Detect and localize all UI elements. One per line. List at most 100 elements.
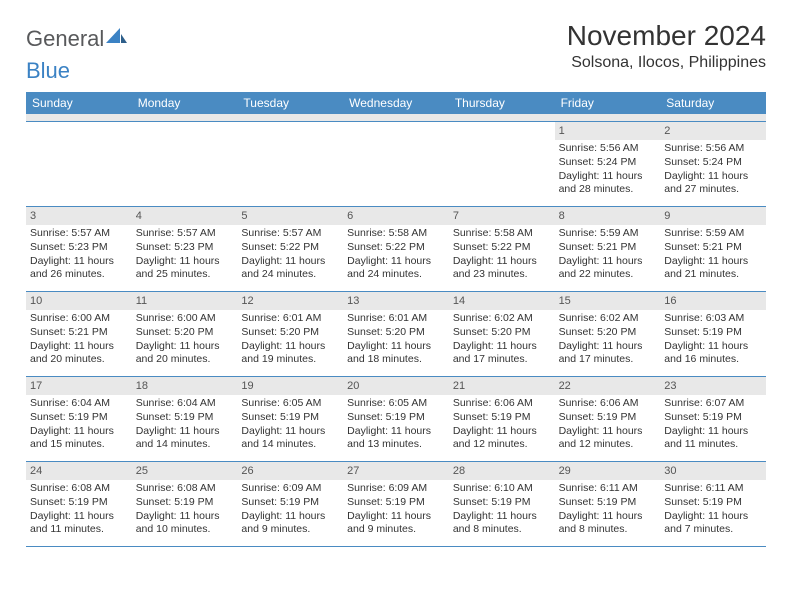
- sunset-line: Sunset: 5:19 PM: [136, 411, 234, 425]
- daylight-line: Daylight: 11 hours and 18 minutes.: [347, 340, 445, 367]
- daylight-line: Daylight: 11 hours and 11 minutes.: [30, 510, 128, 537]
- sunrise-line: Sunrise: 5:58 AM: [347, 227, 445, 241]
- sunset-line: Sunset: 5:22 PM: [347, 241, 445, 255]
- sunset-line: Sunset: 5:19 PM: [136, 496, 234, 510]
- weekday-sunday: Sunday: [26, 92, 132, 114]
- sunrise-line: Sunrise: 5:58 AM: [453, 227, 551, 241]
- day-number: 25: [132, 462, 238, 480]
- daylight-line: Daylight: 11 hours and 10 minutes.: [136, 510, 234, 537]
- sunrise-line: Sunrise: 6:06 AM: [453, 397, 551, 411]
- sunset-line: Sunset: 5:21 PM: [30, 326, 128, 340]
- daylight-line: Daylight: 11 hours and 24 minutes.: [347, 255, 445, 282]
- sunrise-line: Sunrise: 5:57 AM: [241, 227, 339, 241]
- day-details: Sunrise: 6:07 AMSunset: 5:19 PMDaylight:…: [660, 395, 766, 456]
- sail-icon: [106, 26, 128, 52]
- calendar-grid: Sunday Monday Tuesday Wednesday Thursday…: [26, 92, 766, 547]
- sunset-line: Sunset: 5:19 PM: [453, 411, 551, 425]
- day-number: 18: [132, 377, 238, 395]
- sunset-line: Sunset: 5:21 PM: [559, 241, 657, 255]
- sunrise-line: Sunrise: 5:57 AM: [30, 227, 128, 241]
- day-details: Sunrise: 5:56 AMSunset: 5:24 PMDaylight:…: [555, 140, 661, 201]
- sunset-line: Sunset: 5:19 PM: [664, 496, 762, 510]
- sunset-line: Sunset: 5:19 PM: [664, 326, 762, 340]
- sunset-line: Sunset: 5:19 PM: [664, 411, 762, 425]
- day-number: 26: [237, 462, 343, 480]
- sunrise-line: Sunrise: 5:56 AM: [559, 142, 657, 156]
- weekday-saturday: Saturday: [660, 92, 766, 114]
- day-number: 13: [343, 292, 449, 310]
- sunrise-line: Sunrise: 5:57 AM: [136, 227, 234, 241]
- daylight-line: Daylight: 11 hours and 17 minutes.: [559, 340, 657, 367]
- day-cell: 20Sunrise: 6:05 AMSunset: 5:19 PMDayligh…: [343, 377, 449, 461]
- day-cell: 14Sunrise: 6:02 AMSunset: 5:20 PMDayligh…: [449, 292, 555, 376]
- day-details: Sunrise: 6:00 AMSunset: 5:21 PMDaylight:…: [26, 310, 132, 371]
- empty-cell: [237, 122, 343, 206]
- sunset-line: Sunset: 5:19 PM: [30, 411, 128, 425]
- day-number: 30: [660, 462, 766, 480]
- sunrise-line: Sunrise: 6:02 AM: [453, 312, 551, 326]
- day-details: Sunrise: 6:06 AMSunset: 5:19 PMDaylight:…: [449, 395, 555, 456]
- day-cell: 17Sunrise: 6:04 AMSunset: 5:19 PMDayligh…: [26, 377, 132, 461]
- daylight-line: Daylight: 11 hours and 20 minutes.: [30, 340, 128, 367]
- sunrise-line: Sunrise: 6:01 AM: [347, 312, 445, 326]
- day-number: 24: [26, 462, 132, 480]
- sunset-line: Sunset: 5:19 PM: [347, 496, 445, 510]
- day-cell: 18Sunrise: 6:04 AMSunset: 5:19 PMDayligh…: [132, 377, 238, 461]
- weekday-tuesday: Tuesday: [237, 92, 343, 114]
- day-number: 8: [555, 207, 661, 225]
- day-cell: 28Sunrise: 6:10 AMSunset: 5:19 PMDayligh…: [449, 462, 555, 546]
- sunrise-line: Sunrise: 6:09 AM: [241, 482, 339, 496]
- daylight-line: Daylight: 11 hours and 12 minutes.: [453, 425, 551, 452]
- sunrise-line: Sunrise: 6:09 AM: [347, 482, 445, 496]
- daylight-line: Daylight: 11 hours and 20 minutes.: [136, 340, 234, 367]
- day-cell: 15Sunrise: 6:02 AMSunset: 5:20 PMDayligh…: [555, 292, 661, 376]
- day-number: 4: [132, 207, 238, 225]
- day-details: Sunrise: 6:02 AMSunset: 5:20 PMDaylight:…: [555, 310, 661, 371]
- day-number: 21: [449, 377, 555, 395]
- sunrise-line: Sunrise: 6:07 AM: [664, 397, 762, 411]
- day-number: 28: [449, 462, 555, 480]
- daylight-line: Daylight: 11 hours and 17 minutes.: [453, 340, 551, 367]
- sunrise-line: Sunrise: 6:04 AM: [30, 397, 128, 411]
- day-number: 10: [26, 292, 132, 310]
- daylight-line: Daylight: 11 hours and 14 minutes.: [136, 425, 234, 452]
- sunrise-line: Sunrise: 6:06 AM: [559, 397, 657, 411]
- daylight-line: Daylight: 11 hours and 7 minutes.: [664, 510, 762, 537]
- sunrise-line: Sunrise: 5:59 AM: [559, 227, 657, 241]
- day-details: Sunrise: 6:11 AMSunset: 5:19 PMDaylight:…: [555, 480, 661, 541]
- day-details: Sunrise: 6:05 AMSunset: 5:19 PMDaylight:…: [237, 395, 343, 456]
- sunrise-line: Sunrise: 6:10 AM: [453, 482, 551, 496]
- weekday-monday: Monday: [132, 92, 238, 114]
- day-details: Sunrise: 5:57 AMSunset: 5:23 PMDaylight:…: [132, 225, 238, 286]
- weekday-wednesday: Wednesday: [343, 92, 449, 114]
- sunset-line: Sunset: 5:24 PM: [559, 156, 657, 170]
- daylight-line: Daylight: 11 hours and 14 minutes.: [241, 425, 339, 452]
- daylight-line: Daylight: 11 hours and 23 minutes.: [453, 255, 551, 282]
- sunrise-line: Sunrise: 6:11 AM: [559, 482, 657, 496]
- day-details: Sunrise: 6:08 AMSunset: 5:19 PMDaylight:…: [26, 480, 132, 541]
- day-cell: 24Sunrise: 6:08 AMSunset: 5:19 PMDayligh…: [26, 462, 132, 546]
- logo-text-blue: Blue: [26, 58, 70, 84]
- day-cell: 9Sunrise: 5:59 AMSunset: 5:21 PMDaylight…: [660, 207, 766, 291]
- day-details: Sunrise: 5:57 AMSunset: 5:23 PMDaylight:…: [26, 225, 132, 286]
- day-details: Sunrise: 5:57 AMSunset: 5:22 PMDaylight:…: [237, 225, 343, 286]
- day-number: 14: [449, 292, 555, 310]
- daylight-line: Daylight: 11 hours and 24 minutes.: [241, 255, 339, 282]
- sunset-line: Sunset: 5:23 PM: [30, 241, 128, 255]
- spacer-row: [26, 114, 766, 122]
- daylight-line: Daylight: 11 hours and 13 minutes.: [347, 425, 445, 452]
- day-number: 9: [660, 207, 766, 225]
- day-details: Sunrise: 6:10 AMSunset: 5:19 PMDaylight:…: [449, 480, 555, 541]
- day-details: Sunrise: 6:01 AMSunset: 5:20 PMDaylight:…: [237, 310, 343, 371]
- day-details: Sunrise: 5:59 AMSunset: 5:21 PMDaylight:…: [660, 225, 766, 286]
- day-cell: 27Sunrise: 6:09 AMSunset: 5:19 PMDayligh…: [343, 462, 449, 546]
- day-cell: 22Sunrise: 6:06 AMSunset: 5:19 PMDayligh…: [555, 377, 661, 461]
- sunset-line: Sunset: 5:19 PM: [559, 496, 657, 510]
- sunset-line: Sunset: 5:22 PM: [241, 241, 339, 255]
- sunset-line: Sunset: 5:20 PM: [136, 326, 234, 340]
- day-details: Sunrise: 6:04 AMSunset: 5:19 PMDaylight:…: [132, 395, 238, 456]
- day-cell: 12Sunrise: 6:01 AMSunset: 5:20 PMDayligh…: [237, 292, 343, 376]
- day-number: 5: [237, 207, 343, 225]
- sunset-line: Sunset: 5:23 PM: [136, 241, 234, 255]
- day-number: 16: [660, 292, 766, 310]
